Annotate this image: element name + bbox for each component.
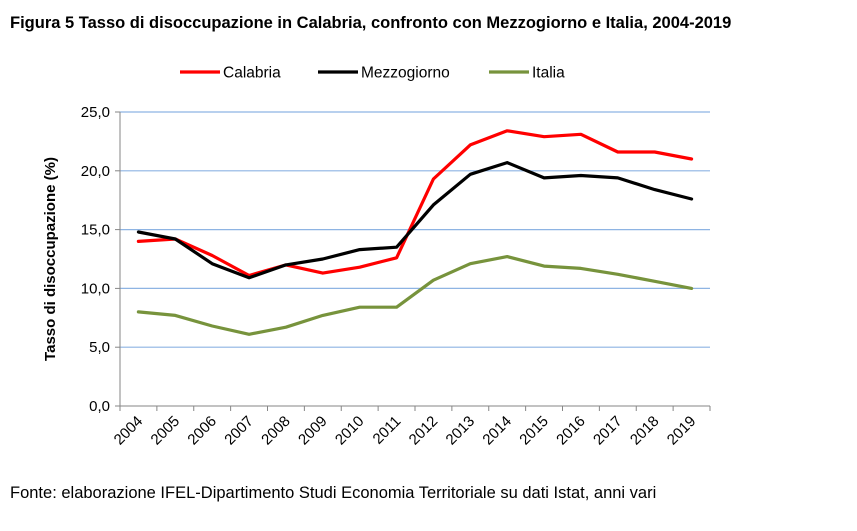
x-tick-label: 2013 [443,413,479,449]
x-tick-label: 2016 [553,413,589,449]
y-tick-label: 5,0 [89,339,110,356]
series-line-mezzogiorno [136,161,694,280]
y-axis-title: Tasso di disoccupazione (%) [42,157,59,361]
x-tick-label: 2004 [111,413,147,449]
x-tick-label: 2014 [479,413,515,449]
y-tick-label: 10,0 [81,280,110,297]
x-tick-label: 2018 [627,413,663,449]
x-tick-label: 2011 [370,413,405,448]
legend-label: Calabria [223,65,281,82]
x-tick-label: 2017 [590,413,626,449]
series-line-calabria [136,129,694,278]
x-tick-label: 2009 [295,413,331,449]
x-tick-label: 2010 [332,413,368,449]
x-tick-label: 2007 [221,413,257,449]
x-tick-label: 2006 [184,413,220,449]
y-tick-label: 0,0 [89,398,110,415]
series-line-italia [136,255,694,336]
x-tick-label: 2005 [148,413,184,449]
source-note: Fonte: elaborazione IFEL-Dipartimento St… [10,484,657,502]
legend: Calabria Mezzogiorno Italia [180,65,565,82]
series-lines [136,129,694,336]
x-tick-label: 2015 [516,413,552,449]
y-tick-label: 15,0 [81,222,110,239]
legend-label: Mezzogiorno [361,65,450,82]
figure-title: Figura 5 Tasso di disoccupazione in Cala… [10,14,732,32]
x-tick-label: 2008 [258,413,294,449]
y-tick-label: 25,0 [81,104,110,121]
y-tick-label: 20,0 [81,163,110,180]
grid-lines [120,111,710,348]
x-tick-label: 2012 [406,413,442,449]
x-tick-label: 2019 [664,413,700,449]
legend-label: Italia [532,65,565,82]
